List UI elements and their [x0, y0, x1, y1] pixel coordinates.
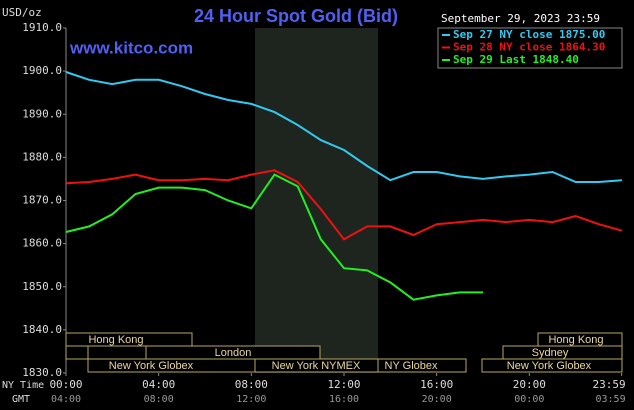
x-tick-label: 08:00 [235, 378, 268, 391]
y-tick-label: 1840.0 [22, 323, 62, 336]
session-box [377, 358, 467, 373]
session-label: NY Globex [385, 360, 438, 372]
session-box [65, 332, 193, 347]
gmt-tick-label: 12:00 [236, 394, 266, 405]
y-tick-label: 1860.0 [22, 237, 62, 250]
gmt-tick-label: 00:00 [514, 394, 544, 405]
session-box [65, 345, 89, 360]
site: www.kitco.com [69, 38, 193, 57]
session-label: London [215, 347, 252, 359]
session-label: New York Globex [109, 360, 194, 372]
gmt-tick-label: 08:00 [144, 394, 174, 405]
y-tick-label: 1880.0 [22, 150, 62, 163]
y-tick-label: 1870.0 [22, 194, 62, 207]
series-line [65, 173, 483, 301]
y-tick-label: 1850.0 [22, 280, 62, 293]
x-tick-label: 16:00 [420, 378, 453, 391]
legend-box [437, 27, 623, 69]
gmt-tick-label: 04:00 [51, 394, 81, 405]
gmt-tick-label: 03:59 [595, 394, 625, 405]
gmt-tick-label: 20:00 [422, 394, 452, 405]
series-line [65, 169, 623, 241]
y-tick-label: 1910.0 [22, 21, 62, 34]
legend-label: Sep 28 NY close 1864.30 [453, 41, 605, 54]
y-tick-label: 1830.0 [22, 366, 62, 379]
session-label: Hong Kong [548, 334, 603, 346]
session-label: Sydney [532, 347, 569, 359]
y-axis-label: USD/oz [2, 6, 42, 19]
nymex-shade [255, 28, 378, 373]
session-label: New York Globex [507, 360, 592, 372]
chart-title: 24 Hour Spot Gold (Bid) [194, 6, 398, 26]
timestamp: September 29, 2023 23:59 [441, 12, 600, 25]
session-box [481, 358, 623, 373]
x-tick-label: 20:00 [513, 378, 546, 391]
x-tick-label: 23:59 [592, 378, 625, 391]
session-label: Hong Kong [88, 334, 143, 346]
gmt-label: GMT [12, 394, 30, 405]
series-line [65, 71, 623, 183]
x-tick-label: 04:00 [142, 378, 175, 391]
x-tick-label: 00:00 [49, 378, 82, 391]
x-tick-label: 12:00 [327, 378, 360, 391]
legend-label: Sep 27 NY close 1875.00 [453, 28, 605, 41]
legend-label: Sep 29 Last 1848.40 [453, 53, 579, 66]
sessions: Hong Kong Hong Kong London Sydney New Yo… [65, 332, 623, 373]
x-axis-label: NY Time [2, 380, 44, 391]
y-tick-label: 1890.0 [22, 107, 62, 120]
session-label: New York NYMEX [272, 360, 361, 372]
y-tick-label: 1900.0 [22, 64, 62, 77]
gmt-tick-label: 16:00 [329, 394, 359, 405]
